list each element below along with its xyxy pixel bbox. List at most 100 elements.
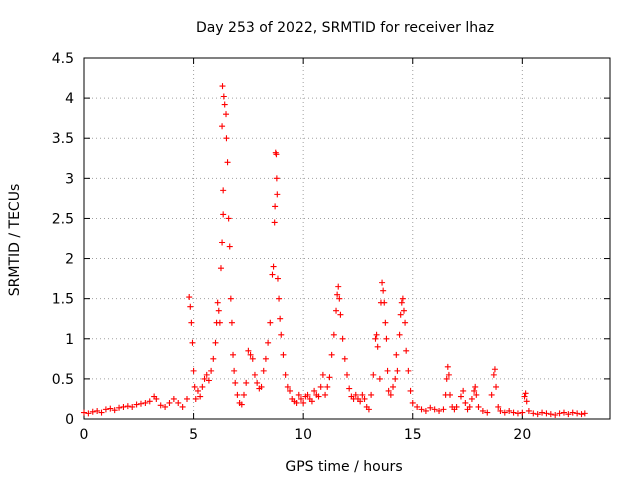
data-point — [443, 375, 450, 382]
x-axis-label: GPS time / hours — [285, 459, 402, 475]
data-point — [137, 400, 144, 407]
data-point — [175, 399, 182, 406]
data-point — [184, 395, 191, 402]
data-point — [274, 191, 281, 198]
data-point — [328, 351, 335, 358]
data-point — [427, 404, 434, 411]
data-point — [231, 367, 238, 374]
data-point — [311, 387, 318, 394]
data-point — [382, 319, 389, 326]
data-point — [569, 409, 576, 416]
data-point — [565, 411, 572, 418]
data-point — [392, 375, 399, 382]
data-point — [471, 387, 478, 394]
y-tick-label: 4.5 — [52, 51, 74, 67]
data-point — [220, 187, 227, 194]
data-point — [506, 407, 513, 414]
data-point — [170, 395, 177, 402]
data-point — [187, 303, 194, 310]
y-tick-label: 0 — [65, 412, 74, 428]
data-point — [581, 410, 588, 417]
data-point — [495, 403, 502, 410]
y-tick-label: 2.5 — [52, 211, 74, 227]
data-point — [534, 411, 541, 418]
data-point — [272, 203, 279, 210]
data-point — [273, 175, 280, 182]
data-point — [262, 355, 269, 362]
y-tick-label: 2 — [65, 252, 74, 268]
data-point — [277, 315, 284, 322]
data-point — [352, 391, 359, 398]
data-point — [556, 410, 563, 417]
data-point — [407, 387, 414, 394]
data-point — [186, 294, 193, 301]
data-point — [220, 211, 227, 218]
data-point — [522, 390, 529, 397]
x-tick-label: 20 — [513, 427, 531, 443]
y-axis-ticks: 0 0.5 1 1.5 2 2.5 3 3.5 4 4.5 — [52, 51, 610, 428]
data-point — [368, 391, 375, 398]
data-point — [422, 407, 429, 414]
data-point — [322, 391, 329, 398]
data-point — [396, 331, 403, 338]
data-point — [337, 311, 344, 318]
data-point — [397, 311, 404, 318]
x-tick-label: 0 — [80, 427, 89, 443]
data-point — [344, 371, 350, 378]
data-point — [384, 367, 391, 374]
data-point — [436, 407, 443, 414]
data-point — [274, 275, 281, 282]
data-point — [510, 409, 517, 416]
data-point — [315, 393, 322, 400]
data-point — [111, 407, 118, 414]
data-point — [245, 347, 252, 354]
data-point — [89, 408, 96, 415]
data-point — [440, 406, 447, 413]
data-point — [431, 406, 438, 413]
x-axis-ticks: 0 5 10 15 20 — [80, 58, 531, 443]
data-point — [224, 159, 231, 166]
data-point — [393, 351, 400, 358]
data-point — [146, 398, 153, 405]
data-point — [418, 406, 425, 413]
data-point — [453, 403, 460, 410]
chart-title: Day 253 of 2022, SRMTID for receiver lha… — [196, 20, 494, 36]
data-point — [142, 399, 149, 406]
data-point — [341, 355, 348, 362]
data-point — [300, 399, 307, 406]
data-point — [376, 375, 383, 382]
data-point — [249, 355, 256, 362]
data-point — [578, 411, 585, 418]
x-tick-label: 15 — [404, 427, 422, 443]
data-point — [133, 401, 140, 408]
data-point — [473, 391, 480, 398]
data-point — [359, 391, 366, 398]
data-point — [219, 123, 226, 130]
data-point — [129, 403, 136, 410]
data-point — [466, 403, 473, 410]
data-point — [240, 391, 247, 398]
data-point — [357, 398, 364, 405]
data-point — [247, 351, 254, 358]
data-point — [346, 385, 353, 392]
data-point — [334, 291, 341, 298]
data-point — [488, 391, 495, 398]
data-point — [374, 343, 381, 350]
data-point — [308, 398, 315, 405]
data-point — [405, 367, 412, 374]
data-point — [94, 407, 101, 414]
data-point — [251, 371, 258, 378]
data-point — [199, 383, 206, 390]
data-point — [523, 398, 530, 405]
data-point — [227, 295, 234, 302]
data-point — [258, 383, 265, 390]
data-point — [380, 287, 387, 294]
data-point — [372, 335, 379, 342]
data-point — [335, 283, 342, 290]
data-point — [479, 407, 486, 414]
data-point — [228, 319, 235, 326]
x-tick-label: 5 — [189, 427, 198, 443]
data-point — [530, 410, 537, 417]
data-point — [497, 407, 504, 414]
